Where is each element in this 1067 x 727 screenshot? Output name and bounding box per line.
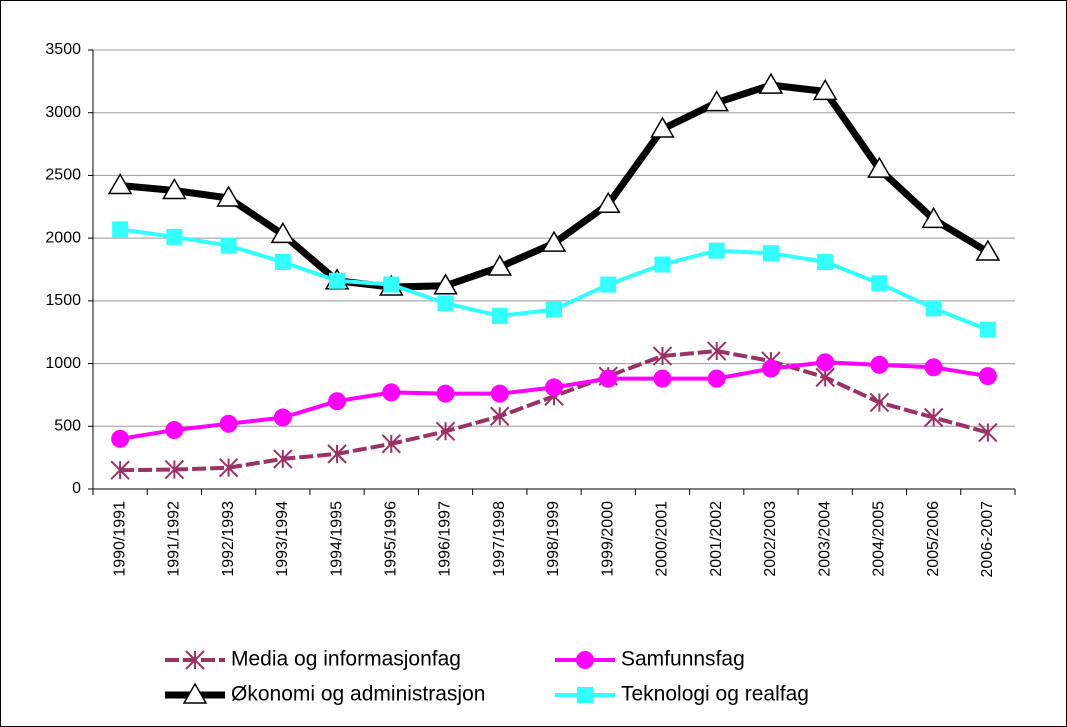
- y-tick-label: 1500: [45, 292, 81, 309]
- marker: [870, 355, 889, 374]
- marker: [490, 406, 510, 426]
- marker: [435, 421, 456, 442]
- marker: [758, 72, 784, 94]
- x-tick-label: 1993/1994: [274, 501, 291, 577]
- marker: [650, 116, 675, 138]
- marker: [327, 444, 347, 464]
- x-tick-label: 1998/1999: [545, 501, 562, 577]
- marker: [654, 256, 671, 273]
- marker: [329, 272, 346, 289]
- x-tick-label: 1990/1991: [111, 501, 128, 577]
- x-tick-label: 1994/1995: [328, 501, 345, 577]
- marker: [541, 230, 567, 252]
- legend-label: Media og informasjonfag: [231, 648, 461, 671]
- legend-label: Samfunnsfag: [621, 648, 745, 671]
- x-tick-label: 1991/1992: [166, 501, 183, 577]
- marker: [164, 459, 185, 480]
- marker: [921, 206, 946, 229]
- marker: [812, 78, 838, 101]
- x-tick-label: 2003/2004: [816, 501, 833, 577]
- marker: [383, 276, 400, 293]
- legend-label: Økonomi og administrasjon: [231, 683, 485, 706]
- marker: [487, 254, 513, 276]
- marker: [185, 650, 205, 670]
- marker: [708, 242, 725, 259]
- marker: [436, 384, 455, 403]
- marker: [867, 156, 892, 178]
- marker: [978, 367, 997, 386]
- x-tick-label: 2004/2005: [871, 501, 888, 577]
- marker: [274, 253, 291, 270]
- y-tick-label: 1000: [45, 355, 81, 372]
- marker: [704, 90, 730, 112]
- y-tick-label: 500: [54, 418, 81, 435]
- x-tick-label: 2005/2006: [925, 501, 942, 577]
- legend-label: Teknologi og realfag: [621, 683, 809, 706]
- x-tick-label: 1996/1997: [437, 501, 454, 577]
- y-tick-label: 2500: [45, 167, 81, 184]
- x-tick-label: 1999/2000: [599, 501, 616, 577]
- marker: [600, 276, 617, 293]
- marker: [869, 392, 890, 413]
- marker: [978, 422, 998, 443]
- marker: [110, 460, 130, 480]
- y-tick-label: 3500: [45, 41, 81, 58]
- marker: [923, 407, 944, 428]
- marker: [111, 429, 130, 448]
- y-tick-label: 2000: [45, 229, 81, 246]
- marker: [707, 369, 726, 388]
- x-tick-label: 2001/2002: [708, 501, 725, 577]
- marker: [817, 253, 834, 270]
- marker: [216, 185, 241, 207]
- marker: [816, 353, 835, 372]
- marker: [653, 369, 672, 388]
- marker: [595, 191, 621, 214]
- x-tick-label: 2006-2007: [979, 501, 996, 578]
- marker: [545, 378, 563, 397]
- x-tick-label: 2002/2003: [762, 501, 779, 577]
- marker: [270, 221, 296, 244]
- marker: [975, 239, 1001, 261]
- marker: [219, 414, 238, 433]
- marker: [165, 421, 184, 440]
- marker: [599, 369, 618, 388]
- marker: [433, 273, 458, 295]
- marker: [652, 346, 673, 366]
- marker: [924, 358, 943, 377]
- marker: [328, 392, 347, 411]
- marker: [382, 383, 401, 402]
- marker: [273, 449, 293, 469]
- x-tick-label: 1992/1993: [220, 501, 237, 577]
- x-tick-label: 1997/1998: [491, 501, 508, 577]
- marker: [979, 321, 996, 338]
- y-tick-label: 0: [72, 480, 81, 497]
- marker: [166, 228, 183, 245]
- marker: [220, 237, 237, 254]
- marker: [218, 457, 239, 478]
- marker: [491, 307, 508, 324]
- x-tick-label: 1995/1996: [383, 501, 400, 577]
- marker: [182, 682, 208, 704]
- marker: [871, 275, 888, 292]
- marker: [815, 367, 835, 388]
- marker: [381, 434, 402, 454]
- marker: [546, 301, 562, 318]
- marker: [490, 384, 509, 403]
- marker: [273, 408, 292, 427]
- marker: [112, 221, 129, 238]
- marker: [762, 245, 779, 262]
- marker: [925, 300, 942, 317]
- marker: [706, 341, 727, 361]
- marker: [577, 687, 593, 703]
- marker: [761, 359, 780, 378]
- marker: [437, 295, 454, 312]
- marker: [107, 172, 133, 195]
- marker: [162, 177, 187, 200]
- marker: [576, 651, 594, 669]
- y-tick-label: 3000: [45, 104, 81, 121]
- x-tick-label: 2000/2001: [654, 501, 671, 577]
